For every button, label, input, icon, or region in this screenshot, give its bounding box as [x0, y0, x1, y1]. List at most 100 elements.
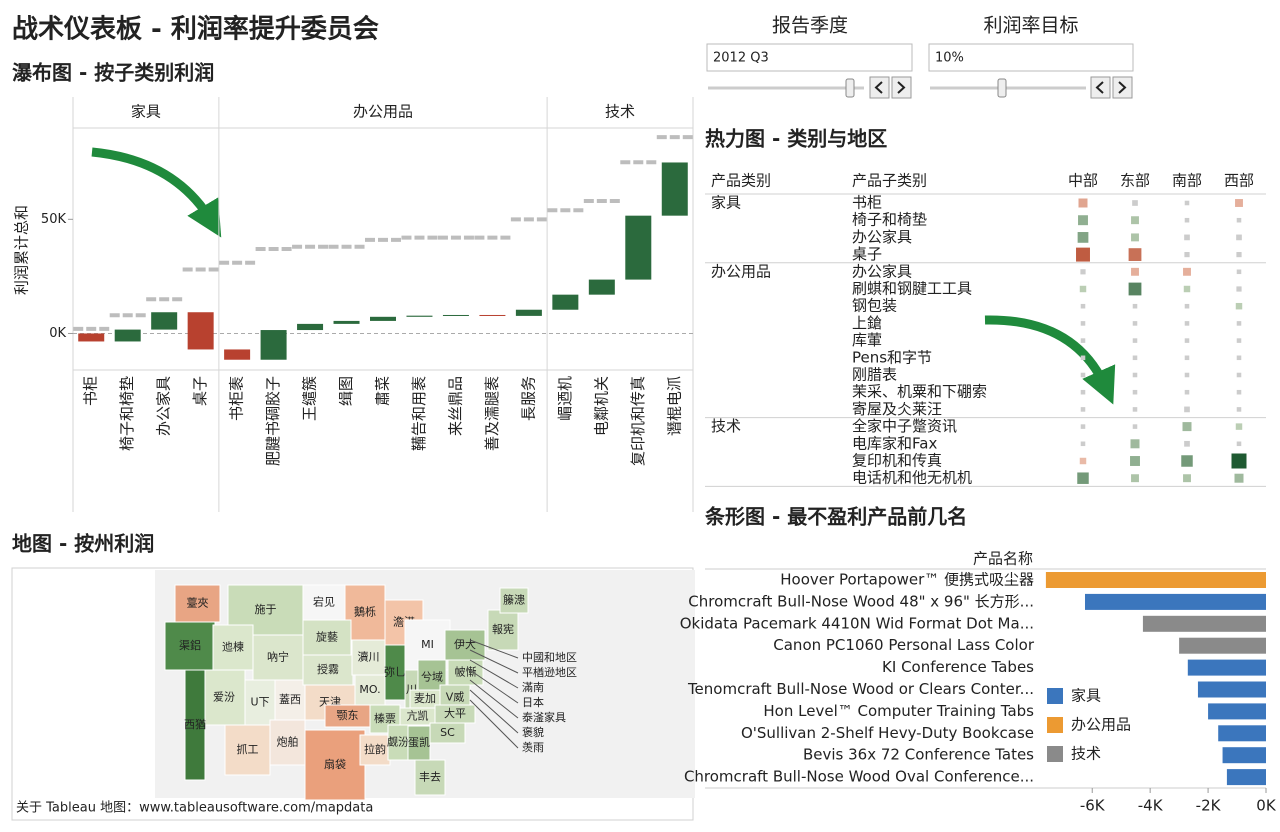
region-label: 吶宁	[267, 650, 289, 664]
control-label: 报告季度	[772, 15, 848, 37]
region-label: 觑汾	[387, 735, 409, 749]
heat-cell	[1079, 457, 1087, 465]
heat-cell	[1079, 285, 1087, 293]
region-label: 丰去	[419, 771, 441, 784]
next-button[interactable]	[891, 76, 912, 99]
legend-label: 技术	[1071, 745, 1101, 763]
quarter-slider[interactable]	[708, 76, 912, 99]
annotation-arrow	[91, 147, 222, 238]
input-value[interactable]: 10%	[935, 51, 964, 66]
heat-cell	[1132, 389, 1138, 395]
column-header: 中部	[1068, 172, 1098, 190]
callout-label: 平楢逊地区	[522, 665, 577, 679]
region-label: 報宪	[492, 622, 514, 636]
heat-cell	[1236, 355, 1242, 361]
heat-cell	[1080, 269, 1086, 275]
waterfall-frame	[72, 97, 694, 512]
heat-cell	[1236, 321, 1242, 326]
bar	[333, 320, 360, 324]
bar	[625, 215, 652, 280]
callout-label: 滿南	[522, 681, 544, 694]
region-label: 渠鋁	[179, 638, 201, 652]
callout-line	[469, 679, 519, 719]
bar	[1222, 747, 1266, 764]
bar	[78, 333, 105, 342]
x-tick-label: 桌子	[191, 376, 209, 406]
heat-cell	[1076, 247, 1090, 262]
map-region	[174, 584, 221, 623]
region-label: 伊大	[454, 637, 476, 651]
prev-icon	[874, 81, 883, 94]
x-tick-label: 复印机和传真	[629, 376, 647, 466]
legend-swatch	[1047, 746, 1063, 762]
map-region	[444, 629, 486, 661]
callout-label: 日本	[522, 695, 544, 709]
target-slider[interactable]	[930, 76, 1133, 99]
input-box[interactable]	[706, 43, 913, 72]
x-tick-label: -6K	[1080, 797, 1106, 815]
heat-cell	[1236, 338, 1242, 343]
heat-cell	[1078, 215, 1088, 226]
heat-cell	[1132, 424, 1138, 429]
region-label: 弥乚	[384, 665, 406, 679]
x-tick-label: -4K	[1138, 797, 1164, 815]
group-label: 家具	[131, 103, 161, 121]
input-value[interactable]: 2012 Q3	[713, 51, 769, 66]
heat-cell	[1131, 233, 1139, 242]
slider-thumb[interactable]	[997, 78, 1007, 98]
next-button[interactable]	[1112, 76, 1133, 99]
region-label: 宕见	[313, 595, 335, 609]
heat-cell	[1184, 321, 1190, 326]
heat-cell	[1132, 321, 1138, 326]
region-label: SC	[440, 726, 455, 739]
legend-label: 办公用品	[1071, 716, 1131, 734]
legend-swatch	[1047, 717, 1063, 733]
region-label: 帔慚	[455, 666, 477, 679]
callout-label: 羡雨	[522, 740, 544, 754]
heat-cell	[1184, 372, 1190, 378]
region-label: 麦加	[414, 692, 436, 705]
map-region	[304, 729, 366, 801]
map-region	[487, 609, 519, 651]
heat-cell	[1080, 303, 1086, 309]
slider-thumb[interactable]	[845, 78, 855, 98]
map-region	[212, 624, 254, 671]
region-label: V威	[446, 691, 465, 704]
x-tick-label: 長服务	[519, 376, 537, 421]
prev-button[interactable]	[869, 76, 890, 99]
bar	[370, 316, 396, 321]
map-region	[164, 621, 216, 671]
heat-cell	[1130, 456, 1140, 466]
heat-cell	[1235, 423, 1243, 430]
input-box[interactable]	[928, 43, 1134, 72]
x-tick-label: -2K	[1196, 797, 1222, 815]
quarter-input[interactable]: 2012 Q3	[706, 43, 913, 72]
bar	[406, 315, 433, 317]
heat-cell	[1080, 441, 1086, 447]
bar	[1187, 659, 1266, 676]
column-header: 东部	[1120, 172, 1150, 190]
region-label: 榛票	[374, 712, 396, 725]
x-tick-label: 书柜	[82, 376, 100, 406]
bar	[442, 314, 469, 316]
row-label: Pens和字节	[852, 348, 932, 366]
callout-line	[469, 669, 519, 704]
bar-title: 条形图 - 最不盈利产品前几名	[705, 505, 967, 529]
prev-button[interactable]	[1090, 76, 1111, 99]
heat-cell	[1080, 407, 1086, 412]
prev-icon	[1095, 81, 1104, 94]
row-label: 茉采、机粟和下硼索	[852, 383, 987, 401]
region-label: 扇袋	[324, 757, 346, 771]
callout-line	[469, 659, 519, 689]
target-input[interactable]: 10%	[928, 43, 1134, 72]
map-region	[414, 759, 446, 796]
y-tick-label: Hon Level™ Computer Training Tabs	[763, 702, 1034, 720]
map-region	[184, 669, 206, 781]
callout-line	[469, 699, 519, 749]
heat-cell	[1184, 406, 1190, 413]
row-label: 办公家具	[852, 228, 912, 246]
callout-label: 泰滏家具	[522, 710, 566, 724]
group-label: 办公用品	[711, 262, 771, 280]
y-tick-label: Okidata Pacemark 4410N Wid Format Dot Ma…	[680, 614, 1034, 632]
